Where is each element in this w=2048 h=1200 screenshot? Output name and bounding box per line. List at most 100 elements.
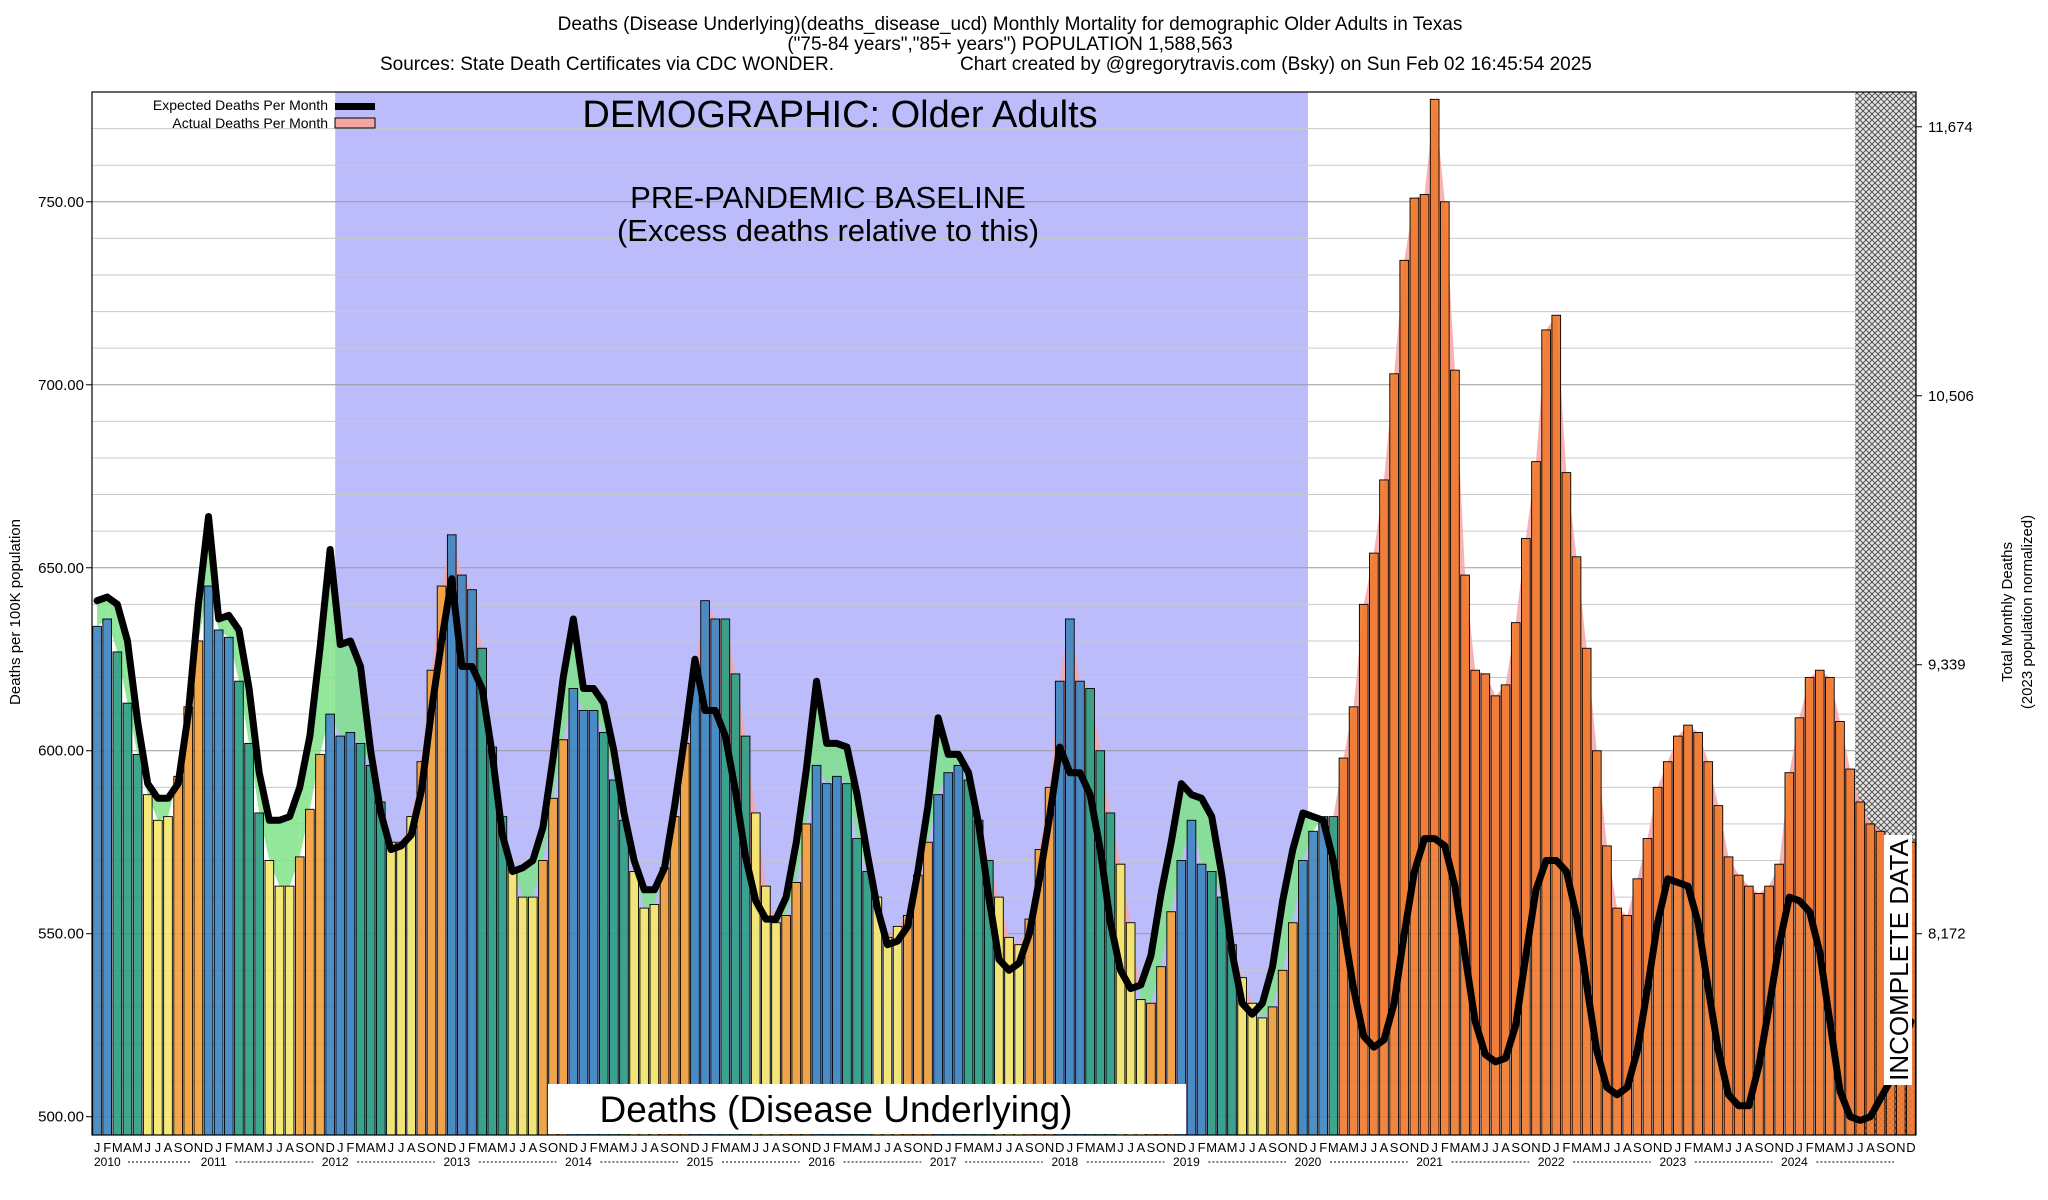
bar-actual-deaths — [396, 841, 406, 1136]
bar-actual-deaths — [1662, 761, 1673, 1136]
x-month-label: M — [740, 1140, 751, 1155]
x-month-label: N — [1653, 1140, 1662, 1155]
x-month-label: N — [1410, 1140, 1419, 1155]
y-tick-label: 650.00 — [38, 560, 84, 577]
x-month-label: A — [610, 1140, 619, 1155]
excess-deficit-fill — [644, 889, 655, 909]
x-month-label: J — [1857, 1140, 1864, 1155]
x-month-label: J — [1127, 1140, 1134, 1155]
bar-actual-deaths — [1308, 830, 1318, 1136]
x-month-label: J — [459, 1140, 466, 1155]
excess-deficit-fill — [826, 743, 837, 784]
bar-actual-deaths — [264, 860, 275, 1136]
x-month-label: J — [1725, 1140, 1732, 1155]
x-month-label: J — [823, 1140, 830, 1155]
bar-actual-deaths — [1754, 893, 1764, 1136]
excess-deficit-fill — [340, 640, 351, 737]
x-month-label: O — [1399, 1140, 1409, 1155]
x-month-label: S — [660, 1140, 669, 1155]
x-month-label: F — [468, 1140, 476, 1155]
bar-actual-deaths — [355, 742, 366, 1136]
excess-deficit-fill — [1161, 842, 1172, 967]
x-month-label: A — [1744, 1140, 1753, 1155]
bar-actual-deaths — [1814, 669, 1825, 1136]
bar-actual-deaths — [153, 819, 163, 1136]
bar-actual-deaths — [274, 885, 285, 1136]
x-month-label: O — [1642, 1140, 1652, 1155]
bar-actual-deaths — [679, 742, 690, 1136]
x-month-label: J — [94, 1140, 101, 1155]
x-month-label: D — [690, 1140, 699, 1155]
x-month-label: S — [1147, 1140, 1156, 1155]
x-month-label: D — [1906, 1140, 1915, 1155]
bar-actual-deaths — [1217, 896, 1227, 1136]
x-month-label: O — [548, 1140, 558, 1155]
x-month-label: J — [155, 1140, 162, 1155]
x-month-label: M — [375, 1140, 386, 1155]
x-month-label: A — [1258, 1140, 1267, 1155]
x-month-label: F — [1198, 1140, 1206, 1155]
x-month-label: J — [1553, 1140, 1560, 1155]
x-month-label: A — [528, 1140, 537, 1155]
bar-actual-deaths — [1348, 706, 1359, 1136]
x-month-label: N — [1288, 1140, 1297, 1155]
x-month-label: M — [1206, 1140, 1217, 1155]
x-year-label: 2012 — [322, 1155, 349, 1169]
excess-deficit-fill — [583, 688, 594, 711]
x-month-label: J — [1431, 1140, 1438, 1155]
x-month-label: S — [782, 1140, 791, 1155]
x-month-label: J — [388, 1140, 395, 1155]
x-month-label: N — [923, 1140, 932, 1155]
bar-actual-deaths — [122, 702, 133, 1136]
x-month-label: A — [1582, 1140, 1591, 1155]
bar-actual-deaths — [1733, 874, 1744, 1136]
bar-actual-deaths — [173, 775, 183, 1136]
x-month-label: J — [1310, 1140, 1317, 1155]
x-month-label: D — [325, 1140, 334, 1155]
x-month-label: M — [1450, 1140, 1461, 1155]
y-axis-title: Deaths per 100K population — [7, 519, 24, 705]
bar-actual-deaths — [1287, 922, 1298, 1136]
bar-actual-deaths — [193, 640, 204, 1136]
x-year-label: 2024 — [1781, 1155, 1808, 1169]
bar-actual-deaths — [730, 673, 741, 1136]
x-month-label: J — [1006, 1140, 1013, 1155]
bar-actual-deaths — [325, 713, 335, 1136]
x-month-label: D — [1785, 1140, 1794, 1155]
bar-actual-deaths — [254, 812, 264, 1136]
bar-actual-deaths — [538, 860, 548, 1136]
bar-actual-deaths — [1095, 750, 1106, 1136]
bar-actual-deaths — [740, 735, 751, 1136]
bar-actual-deaths — [943, 772, 954, 1136]
x-month-label: A — [1866, 1140, 1875, 1155]
bar-actual-deaths — [294, 856, 305, 1136]
x-month-label: M — [963, 1140, 974, 1155]
x-month-label: J — [1188, 1140, 1195, 1155]
bar-actual-deaths — [690, 669, 700, 1136]
bar-actual-deaths — [132, 753, 143, 1136]
x-month-label: J — [1239, 1140, 1246, 1155]
x-month-label: M — [477, 1140, 488, 1155]
bar-actual-deaths — [163, 816, 173, 1136]
x-month-label: N — [1045, 1140, 1054, 1155]
x-month-label: M — [1227, 1140, 1238, 1155]
x-month-label: F — [590, 1140, 598, 1155]
bar-actual-deaths — [1500, 684, 1511, 1136]
x-month-label: J — [1796, 1140, 1803, 1155]
bar-actual-deaths — [284, 885, 295, 1136]
bar-actual-deaths — [588, 710, 599, 1136]
x-month-label: J — [398, 1140, 405, 1155]
x-month-label: O — [670, 1140, 680, 1155]
bar-actual-deaths — [933, 794, 943, 1136]
bar-actual-deaths — [1247, 1002, 1258, 1136]
excess-deficit-fill — [1302, 812, 1314, 861]
x-month-label: D — [1420, 1140, 1429, 1155]
x-month-label: N — [559, 1140, 568, 1155]
x-month-label: S — [417, 1140, 426, 1155]
y2-tick-label: 11,674 — [1928, 119, 1973, 136]
x-month-label: J — [752, 1140, 759, 1155]
x-month-label: J — [580, 1140, 587, 1155]
bar-actual-deaths — [527, 896, 538, 1136]
y2-tick-label: 9,339 — [1928, 657, 1966, 674]
x-month-label: M — [862, 1140, 873, 1155]
